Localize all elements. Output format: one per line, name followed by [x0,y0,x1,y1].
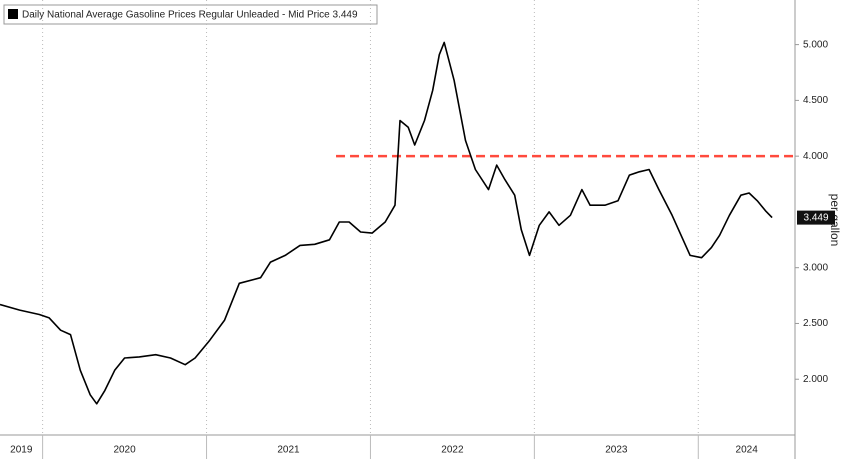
x-tick-label: 2022 [441,445,464,456]
legend: Daily National Average Gasoline Prices R… [3,4,378,25]
y-tick-label: 5.000 [803,39,828,50]
y-tick-label: 3.000 [803,262,828,273]
x-tick-label: 2019 [10,445,33,456]
x-tick-label: 2020 [113,445,136,456]
y-tick-label: 4.000 [803,151,828,162]
x-tick-label: 2021 [277,445,300,456]
legend-label: Daily National Average Gasoline Prices R… [22,10,358,21]
last-value-label: 3.449 [803,212,828,223]
legend-box [3,4,378,25]
x-tick-label: 2024 [736,445,759,456]
y-tick-label: 4.500 [803,95,828,106]
x-tick-label: 2023 [605,445,628,456]
legend-swatch [8,9,18,19]
last-value-tag [797,210,835,225]
y-tick-label: 2.500 [803,318,828,329]
y-tick-label: 2.000 [803,374,828,385]
price-line [0,41,773,405]
